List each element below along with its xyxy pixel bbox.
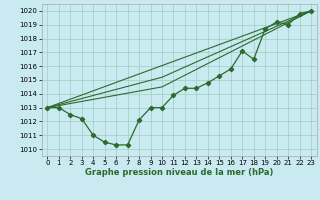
X-axis label: Graphe pression niveau de la mer (hPa): Graphe pression niveau de la mer (hPa)	[85, 168, 273, 177]
